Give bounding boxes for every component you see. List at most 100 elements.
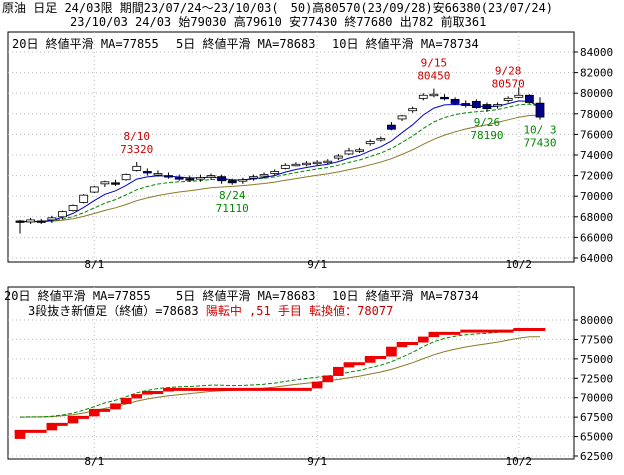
upper-ytick-label: 76000	[580, 128, 613, 141]
renko-brick	[110, 403, 121, 410]
candle-body	[323, 160, 333, 164]
candle-body	[440, 96, 449, 100]
candle-body	[387, 124, 396, 130]
annotation-date: 9/26	[474, 116, 501, 129]
lower-ytick-label: 75000	[580, 353, 613, 366]
upper-ytick-label: 72000	[580, 170, 613, 183]
candle-body	[238, 179, 248, 182]
renko-brick	[322, 375, 334, 383]
upper-xtick-label: 8/1	[84, 258, 104, 271]
candle-body	[196, 177, 205, 180]
upper-ytick-label: 64000	[580, 252, 613, 265]
candle-body	[503, 97, 513, 101]
annotation-value: 71110	[216, 202, 249, 215]
chart-header-line2: 23/10/03 24/03 始79030 高79610 安77430 終776…	[70, 15, 487, 29]
lower-xtick-label: 9/1	[307, 455, 327, 468]
candle-body	[535, 102, 545, 118]
renko-brick	[417, 337, 429, 343]
lower-xtick-label: 8/1	[84, 455, 104, 468]
legend-ma20-lower: 20日 終値平滑 MA=77855	[4, 288, 151, 303]
candle-body	[461, 103, 471, 106]
renko-brick	[333, 367, 344, 376]
candle-body	[524, 94, 534, 103]
upper-ytick-label: 68000	[580, 211, 613, 224]
candle-body	[36, 220, 46, 223]
renko-brick	[14, 430, 26, 439]
annotation-date: 9/15	[421, 57, 448, 70]
candle-body	[100, 181, 110, 185]
renko-brick	[386, 347, 397, 357]
candle-body	[249, 176, 258, 179]
candle-body	[174, 177, 184, 180]
candle-body	[450, 98, 460, 104]
candle-body	[333, 155, 343, 159]
upper-ytick-label: 70000	[580, 190, 613, 203]
upper-ytick-label: 66000	[580, 231, 613, 244]
candle-body	[206, 175, 216, 178]
candle-body	[312, 161, 322, 165]
candle-body	[132, 165, 142, 171]
candle-body	[47, 217, 57, 221]
lower-ytick-label: 77500	[580, 333, 613, 346]
candle-body	[164, 175, 173, 178]
candle-body	[471, 101, 481, 109]
legend-ma10-upper: 10日 終値平滑 MA=78734	[332, 36, 479, 51]
candle-body	[89, 186, 99, 193]
renko-info-prefix: 3段抜き新値足（終値）=78683	[28, 303, 206, 318]
renko-status: 陽転中 ,51 手目	[206, 303, 309, 318]
upper-xtick-label: 9/1	[307, 258, 327, 271]
upper-ytick-label: 80000	[580, 87, 613, 100]
candle-body	[376, 138, 386, 141]
lower-ytick-label: 62500	[580, 450, 613, 463]
ma20-line-lower	[19, 336, 541, 418]
candle-body	[365, 141, 375, 145]
annotation-value: 80450	[417, 70, 450, 83]
candle-body	[68, 205, 78, 212]
upper-ytick-label: 74000	[580, 149, 613, 162]
candle-body	[291, 163, 301, 167]
upper-xtick-label: 10/2	[506, 258, 533, 271]
legend-ma20-upper: 20日 終値平滑 MA=77855	[12, 36, 159, 51]
candle-body	[142, 171, 152, 174]
candle-body	[15, 220, 25, 223]
renko-conversion-value: 転換値：78077	[309, 303, 393, 318]
upper-ytick-label: 84000	[580, 46, 613, 59]
candle-body	[429, 93, 439, 97]
candle-body	[121, 174, 131, 181]
candle-body	[185, 178, 195, 181]
ma20-line-upper	[19, 114, 541, 223]
upper-plot-frame	[7, 31, 575, 263]
annotation-date: 10/ 3	[523, 124, 556, 137]
annotation-date: 8/10	[123, 130, 150, 143]
legend-ma5-upper: 5日 終値平滑 MA=78683	[176, 36, 315, 51]
annotation-date: 9/28	[495, 64, 522, 77]
ma5-line-upper	[19, 100, 541, 223]
candle-body	[355, 149, 364, 152]
candle-body	[227, 180, 237, 184]
legend-ma10-lower: 10日 終値平滑 MA=78734	[332, 288, 479, 303]
candle-body	[514, 94, 524, 98]
renko-brick	[311, 382, 323, 389]
annotation-value: 73320	[120, 143, 153, 156]
annotation-value: 77430	[523, 137, 556, 150]
candle-body	[493, 104, 502, 107]
candle-body	[408, 108, 418, 112]
candle-body	[302, 162, 311, 166]
annotation-value: 80570	[492, 77, 525, 90]
lower-ytick-label: 65000	[580, 431, 613, 444]
lower-ytick-label: 72500	[580, 372, 613, 385]
renko-brick	[120, 398, 132, 404]
annotation-date: 8/24	[219, 189, 246, 202]
candle-body	[418, 94, 428, 99]
ma10-line-lower	[19, 327, 541, 418]
renko-brick	[364, 356, 376, 363]
candle-body	[280, 164, 290, 169]
legend-ma5-lower: 5日 終値平滑 MA=78683	[176, 288, 315, 303]
candle-body	[111, 182, 120, 185]
lower-ytick-label: 67500	[580, 411, 613, 424]
renko-brick	[88, 409, 100, 417]
renko-info-line: 3段抜き新値足（終値）=78683 陽転中 ,51 手目 転換値：78077	[28, 303, 393, 318]
candle-body	[344, 150, 354, 155]
candle-body	[397, 115, 407, 120]
